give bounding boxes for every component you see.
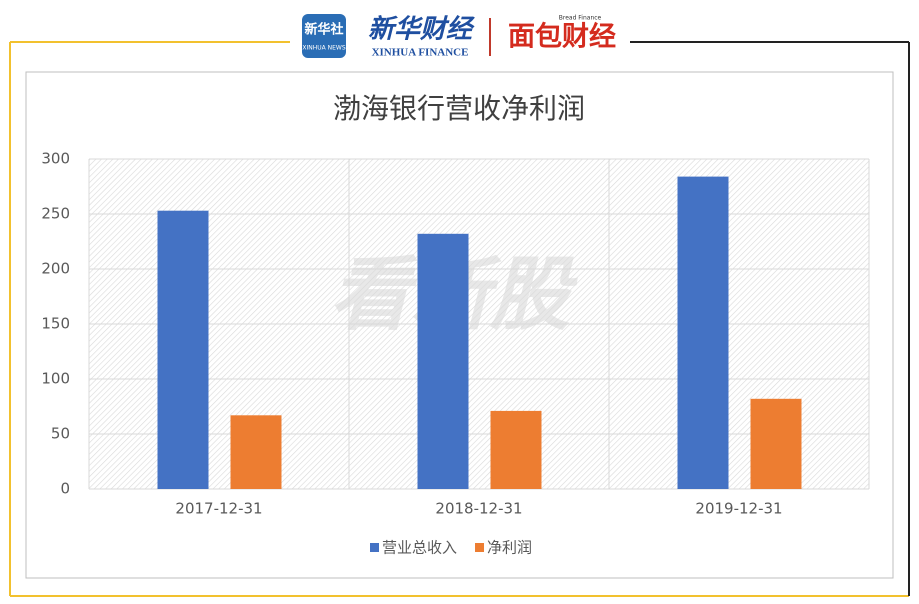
- bar: [417, 233, 469, 489]
- x-tick-label: 2019-12-31: [695, 500, 782, 518]
- y-tick-label: 300: [41, 150, 70, 168]
- xinhua-logo: 新华社: [304, 22, 343, 38]
- bread-finance: 面包财经: [508, 21, 616, 53]
- bar: [157, 210, 209, 489]
- y-tick-label: 100: [41, 370, 70, 388]
- bar: [677, 176, 729, 489]
- bread-finance-en: Bread Finance: [559, 15, 602, 22]
- legend-swatch: [475, 543, 485, 552]
- bar: [750, 398, 802, 489]
- x-tick-label: 2017-12-31: [175, 500, 262, 518]
- legend-swatch: [370, 543, 379, 552]
- xinhua-logo-sub: XINHUA NEWS: [302, 45, 345, 52]
- bar: [230, 415, 282, 489]
- xinhua-finance: 新华财经: [368, 15, 475, 45]
- y-tick-label: 0: [60, 480, 70, 498]
- y-tick-label: 50: [51, 425, 70, 443]
- xinhua-logo-box: [302, 14, 346, 58]
- legend-label: 净利润: [487, 539, 532, 557]
- bar: [490, 410, 542, 489]
- xinhua-finance-en: XINHUA FINANCE: [372, 47, 469, 59]
- y-tick-label: 150: [41, 315, 70, 333]
- y-tick-label: 250: [41, 205, 70, 223]
- legend-label: 营业总收入: [382, 539, 457, 557]
- chart-title: 渤海银行营收净利润: [333, 92, 585, 125]
- y-tick-label: 200: [41, 260, 70, 278]
- x-tick-label: 2018-12-31: [435, 500, 522, 518]
